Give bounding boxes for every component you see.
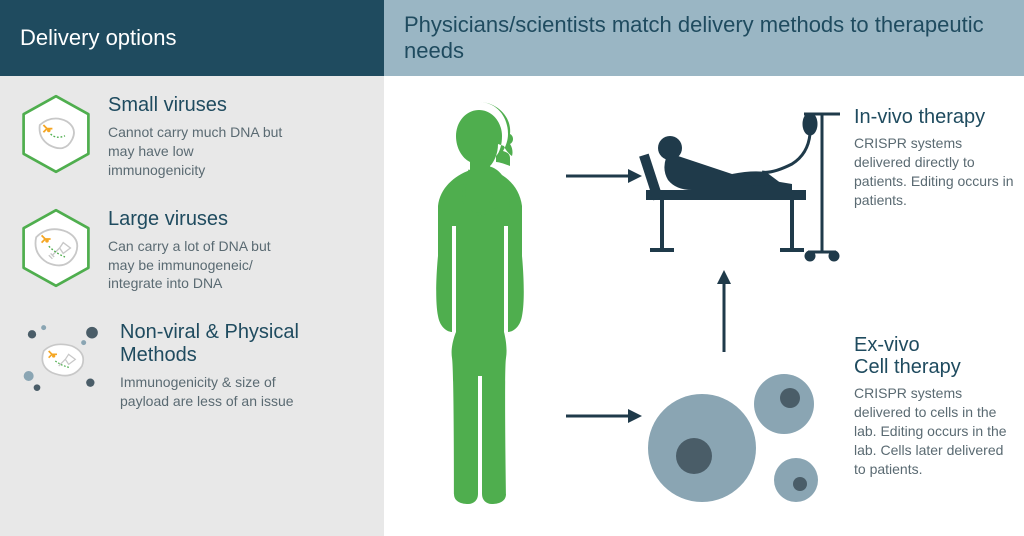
right-body: In-vivo therapy CRISPR systems delivered… [384, 76, 1024, 536]
option-title: Small viruses [108, 94, 364, 117]
exvivo-title: Ex-vivo Cell therapy [854, 334, 1014, 378]
invivo-title: In-vivo therapy [854, 106, 1014, 128]
option-text: Large viruses Can carry a lot of DNA but… [108, 208, 364, 294]
large-virus-icon [20, 208, 92, 288]
option-desc: Cannot carry much DNA but may have low i… [108, 123, 288, 180]
invivo-desc: CRISPR systems delivered directly to pat… [854, 134, 1014, 210]
exvivo-block: Ex-vivo Cell therapy CRISPR systems deli… [854, 334, 1014, 478]
option-title: Non-viral & Physical Methods [120, 321, 364, 367]
option-large-viruses: Large viruses Can carry a lot of DNA but… [0, 190, 384, 304]
option-desc: Can carry a lot of DNA but may be immuno… [108, 237, 288, 294]
option-desc: Immunogenicity & size of payload are les… [120, 373, 300, 411]
right-header: Physicians/scientists match delivery met… [384, 0, 1024, 76]
option-small-viruses: Small viruses Cannot carry much DNA but … [0, 76, 384, 190]
left-header: Delivery options [0, 0, 384, 76]
small-virus-icon [20, 94, 92, 174]
option-text: Non-viral & Physical Methods Immunogenic… [120, 321, 364, 411]
doctor-icon [404, 96, 554, 506]
patient-bed-icon [632, 94, 844, 264]
invivo-block: In-vivo therapy CRISPR systems delivered… [854, 106, 1014, 210]
infographic-container: Delivery options Small viruses Cannot ca… [0, 0, 1024, 536]
arrow-exvivo-to-patient-icon [714, 268, 734, 354]
right-panel: Physicians/scientists match delivery met… [384, 0, 1024, 536]
left-panel: Delivery options Small viruses Cannot ca… [0, 0, 384, 536]
cells-icon [644, 356, 834, 526]
option-nonviral: Non-viral & Physical Methods Immunogenic… [0, 303, 384, 421]
exvivo-desc: CRISPR systems delivered to cells in the… [854, 384, 1014, 478]
nonviral-icon [20, 321, 104, 401]
option-text: Small viruses Cannot carry much DNA but … [108, 94, 364, 180]
option-title: Large viruses [108, 208, 364, 231]
arrow-to-exvivo-icon [564, 406, 644, 426]
